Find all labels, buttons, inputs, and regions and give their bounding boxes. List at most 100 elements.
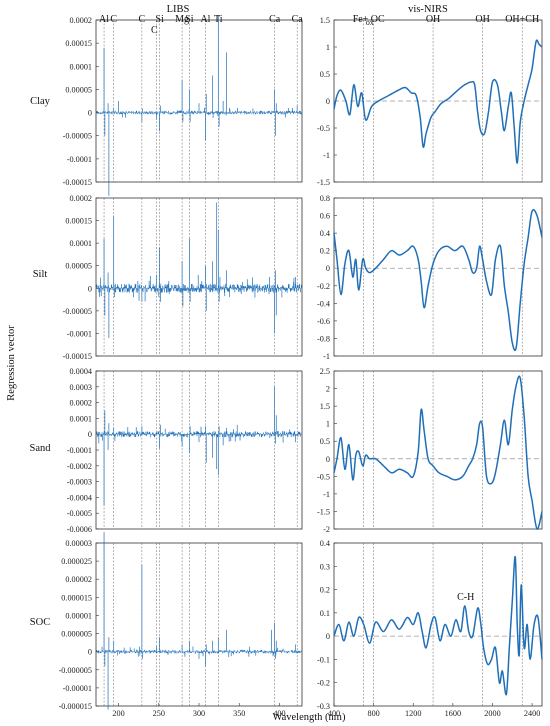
panel-frame — [95, 370, 303, 530]
x-tick-label: 1600 — [445, 709, 461, 718]
y-tick-label: 0 — [88, 284, 92, 293]
y-tick-label: 0.0004 — [69, 367, 92, 376]
panel-frame — [95, 19, 303, 183]
nir-peak-label: OH — [426, 14, 440, 25]
y-tick-label: 2 — [326, 385, 330, 394]
y-tick-label: -0.00005 — [63, 132, 92, 141]
y-tick-label: 0.0002 — [69, 194, 92, 203]
libs-peak-label: Al — [200, 14, 210, 25]
y-tick-label: -0.0004 — [67, 493, 92, 502]
y-tick-label: 1.5 — [320, 16, 330, 25]
y-tick-label: 0.00015 — [65, 39, 92, 48]
nir-spectrum-line — [333, 208, 543, 352]
libs-peak-label: Si — [155, 14, 164, 25]
x-tick-label: 400 — [328, 709, 340, 718]
libs-title: LIBS — [167, 4, 190, 15]
row-label: Clay — [30, 96, 51, 107]
y-tick-label: -1.5 — [317, 507, 330, 516]
libs-peak-label: C — [151, 25, 158, 36]
y-tick-label: 0 — [326, 632, 330, 641]
y-tick-label: 0 — [88, 648, 92, 657]
libs-peak-label: Al — [99, 14, 109, 25]
y-tick-label: -0.00015 — [63, 352, 92, 361]
x-tick-label: 400 — [273, 709, 285, 718]
y-tick-label: -0.000005 — [59, 666, 92, 675]
y-tick-label: -0.0001 — [67, 329, 92, 338]
nir-spectrum-line — [333, 375, 543, 530]
nir-spectrum-line — [333, 39, 543, 164]
y-tick-label: 0.00015 — [65, 217, 92, 226]
ch-annotation: C-H — [457, 592, 474, 603]
y-tick-label: -1 — [323, 490, 330, 499]
y-tick-label: 0.000015 — [61, 593, 92, 602]
y-tick-label: 1.5 — [320, 402, 330, 411]
y-tick-label: -0.6 — [317, 317, 330, 326]
y-tick-label: 0 — [88, 109, 92, 118]
y-tick-label: 0.8 — [320, 194, 330, 203]
y-tick-label: 0.5 — [320, 437, 330, 446]
y-tick-label: 0.5 — [320, 70, 330, 79]
y-tick-label: -0.0001 — [67, 155, 92, 164]
y-tick-label: 0 — [88, 430, 92, 439]
libs-peak-label: Ca — [292, 14, 304, 25]
y-tick-label: 1 — [326, 420, 330, 429]
x-axis-label: Wavelength (nm) — [273, 712, 346, 723]
libs-peak-label: C — [110, 14, 117, 25]
libs-peak-label: Mg — [175, 14, 189, 25]
y-tick-label: 0.0003 — [69, 383, 92, 392]
panel-frame — [333, 542, 543, 707]
x-tick-label: 1200 — [405, 709, 421, 718]
y-tick-label: 1 — [326, 43, 330, 52]
y-tick-label: -0.2 — [317, 679, 330, 688]
y-tick-label: 0.0002 — [69, 399, 92, 408]
y-tick-label: 0.0001 — [69, 239, 92, 248]
y-tick-label: 0.3 — [320, 562, 330, 571]
y-tick-label: -0.8 — [317, 334, 330, 343]
panel-frame — [95, 197, 303, 357]
y-tick-label: 0.1 — [320, 609, 330, 618]
y-tick-label: -2 — [323, 525, 330, 534]
y-tick-label: -1.5 — [317, 178, 330, 187]
libs-spectrum-line — [96, 15, 302, 196]
y-tick-label: 0.0001 — [69, 62, 92, 71]
libs-spectrum-line — [96, 532, 302, 710]
y-tick-label: -0.3 — [317, 702, 330, 711]
y-tick-label: -0.0003 — [67, 478, 92, 487]
y-tick-label: 0 — [326, 97, 330, 106]
nir-peak-label: OH+CH — [505, 14, 539, 25]
y-tick-label: -0.5 — [317, 472, 330, 481]
libs-peak-label: Si — [185, 14, 194, 25]
panel-frame — [95, 542, 303, 707]
row-label: Sand — [30, 443, 52, 454]
libs-spectrum-line — [96, 386, 302, 506]
nir-peak-label: + OC — [363, 14, 385, 25]
y-tick-label: 2.5 — [320, 367, 330, 376]
y-tick-label: 0.0002 — [69, 16, 92, 25]
y-tick-label: 0.2 — [320, 586, 330, 595]
x-tick-label: 350 — [233, 709, 245, 718]
y-tick-label: -0.4 — [317, 299, 330, 308]
x-tick-label: 2000 — [484, 709, 500, 718]
y-tick-label: -0.00015 — [63, 178, 92, 187]
panel-frame — [333, 370, 543, 530]
y-tick-label: -0.0001 — [67, 446, 92, 455]
y-tick-label: -1 — [323, 151, 330, 160]
y-tick-label: 0.000025 — [61, 557, 92, 566]
y-tick-label: -0.00001 — [63, 684, 92, 693]
libs-peak-label: C — [139, 14, 146, 25]
y-tick-label: 0.0001 — [69, 414, 92, 423]
nir-peak-subscript: ox — [366, 18, 374, 27]
libs-spectrum-line — [96, 202, 302, 338]
y-tick-label: -0.5 — [317, 124, 330, 133]
row-label: Silt — [33, 269, 48, 280]
y-tick-label: -0.2 — [317, 282, 330, 291]
libs-peak-label: Ti — [214, 14, 223, 25]
libs-peak-label: Ca — [269, 14, 281, 25]
panels: -0.00015 -0.0001 -0.00005 0 0.00005 0.0001 0.0… — [30, 14, 543, 718]
panel-frame — [333, 197, 543, 357]
y-tick-label: -0.0002 — [67, 462, 92, 471]
row-label: SOC — [30, 617, 50, 628]
y-tick-label: 0.00005 — [65, 262, 92, 271]
y-tick-label: -1 — [323, 352, 330, 361]
